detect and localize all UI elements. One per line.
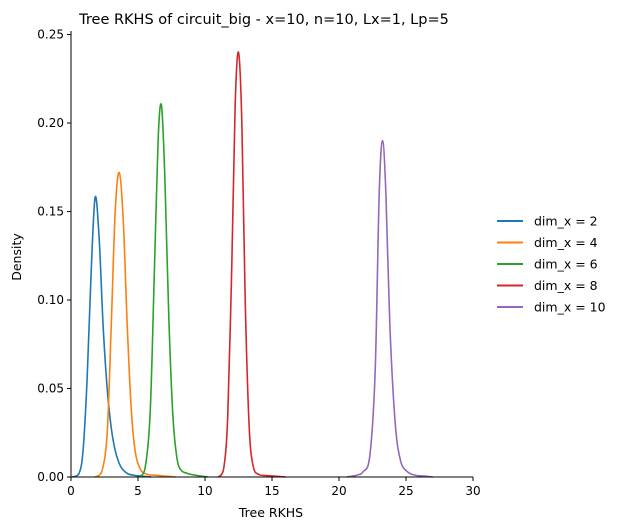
legend-label: dim_x = 4 — [534, 235, 598, 250]
y-axis-ticks: 0.00 0.05 0.10 0.15 0.20 0.25 — [37, 28, 71, 484]
y-tick-label: 0.20 — [37, 116, 64, 130]
series-line-1 — [71, 195, 152, 478]
x-tick-label: 25 — [398, 484, 413, 498]
x-tick-label: 30 — [465, 484, 480, 498]
legend-label: dim_x = 10 — [534, 300, 606, 315]
series-lines — [71, 51, 433, 478]
x-tick-label: 15 — [264, 484, 279, 498]
y-tick-label: 0.05 — [37, 382, 64, 396]
y-tick-label: 0.15 — [37, 205, 64, 219]
legend-label: dim_x = 2 — [534, 214, 598, 229]
series-line-3 — [137, 103, 208, 478]
y-tick-label: 0.25 — [37, 28, 64, 42]
chart-title: Tree RKHS of circuit_big - x=10, n=10, L… — [78, 12, 449, 28]
legend-label: dim_x = 6 — [534, 257, 598, 272]
x-tick-label: 10 — [197, 484, 212, 498]
legend-label: dim_x = 8 — [534, 278, 598, 293]
series-line-5 — [346, 139, 433, 478]
x-tick-label: 5 — [134, 484, 142, 498]
y-axis-label: Density — [9, 233, 24, 281]
series-line-2 — [94, 171, 176, 478]
x-axis-label: Tree RKHS — [238, 505, 303, 520]
series-line-4 — [217, 51, 286, 478]
x-tick-label: 0 — [67, 484, 75, 498]
x-tick-label: 20 — [331, 484, 346, 498]
legend: dim_x = 2 dim_x = 4 dim_x = 6 dim_x = 8 dim_… — [497, 214, 606, 315]
y-tick-label: 0.00 — [37, 470, 64, 484]
x-axis-ticks: 0 5 10 15 20 25 30 — [67, 477, 481, 498]
plot-area: 0 5 10 15 20 25 30 0.00 0.05 0.10 0.15 0.20 0.25 — [37, 28, 480, 498]
y-tick-label: 0.10 — [37, 293, 64, 307]
